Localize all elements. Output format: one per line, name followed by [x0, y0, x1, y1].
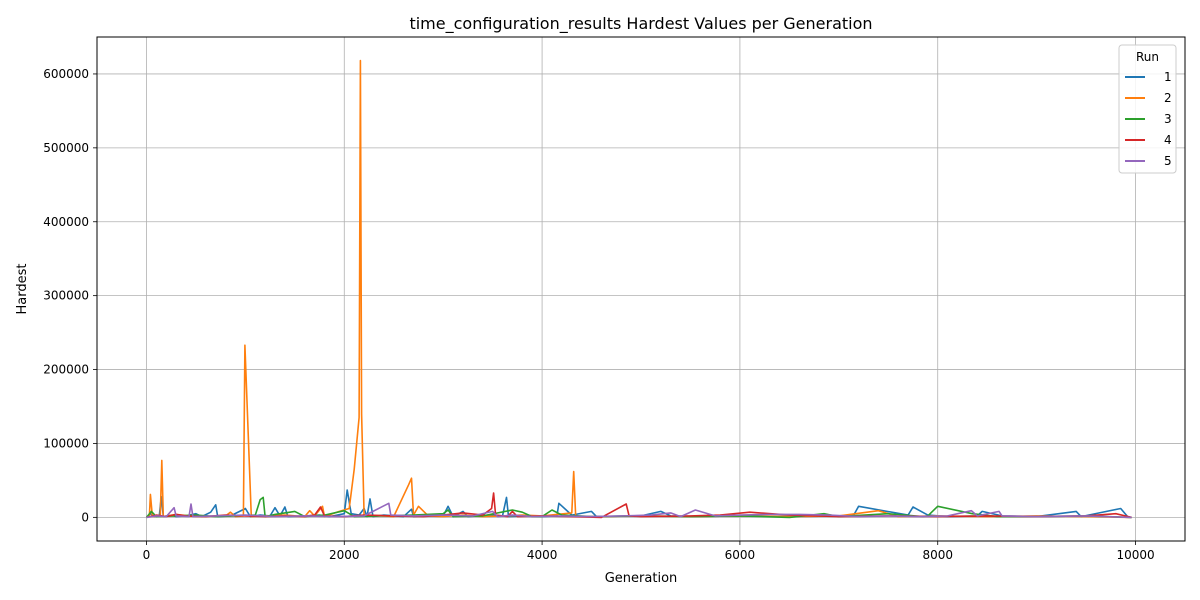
y-axis: 0 100000 200000 300000 400000 500000 600000	[43, 67, 97, 524]
legend: Run 1 2 3 4 5	[1118, 44, 1177, 174]
series-line-run-5	[146, 502, 1132, 519]
y-axis-label: Hardest	[15, 264, 30, 315]
series-line-run-1	[145, 489, 1132, 519]
y-tick-label: 200000	[43, 363, 89, 377]
y-tick-label: 0	[81, 510, 89, 524]
legend-label-run-5: 5	[1164, 154, 1172, 168]
series-line-run-2	[146, 59, 1132, 519]
chart-title: time_configuration_results Hardest Value…	[409, 14, 872, 34]
x-tick-label: 4000	[527, 548, 558, 562]
x-tick-label: 0	[143, 548, 151, 562]
legend-label-run-2: 2	[1164, 91, 1172, 105]
legend-label-run-3: 3	[1164, 112, 1172, 126]
legend-title: Run	[1136, 50, 1159, 64]
x-tick-label: 8000	[922, 548, 953, 562]
y-tick-label: 600000	[43, 67, 89, 81]
y-tick-label: 100000	[43, 436, 89, 450]
x-tick-label: 6000	[725, 548, 756, 562]
y-tick-label: 300000	[43, 289, 89, 303]
x-tick-label: 2000	[329, 548, 360, 562]
x-tick-label: 10000	[1116, 548, 1154, 562]
grid	[97, 37, 1185, 541]
legend-label-run-4: 4	[1164, 133, 1172, 147]
legend-label-run-1: 1	[1164, 70, 1172, 84]
y-tick-label: 500000	[43, 141, 89, 155]
plot-area	[145, 59, 1132, 519]
x-axis-label: Generation	[605, 571, 678, 586]
y-tick-label: 400000	[43, 215, 89, 229]
x-axis: 0 2000 4000 6000 8000 10000	[143, 541, 1155, 562]
plot-frame	[96, 36, 1186, 542]
